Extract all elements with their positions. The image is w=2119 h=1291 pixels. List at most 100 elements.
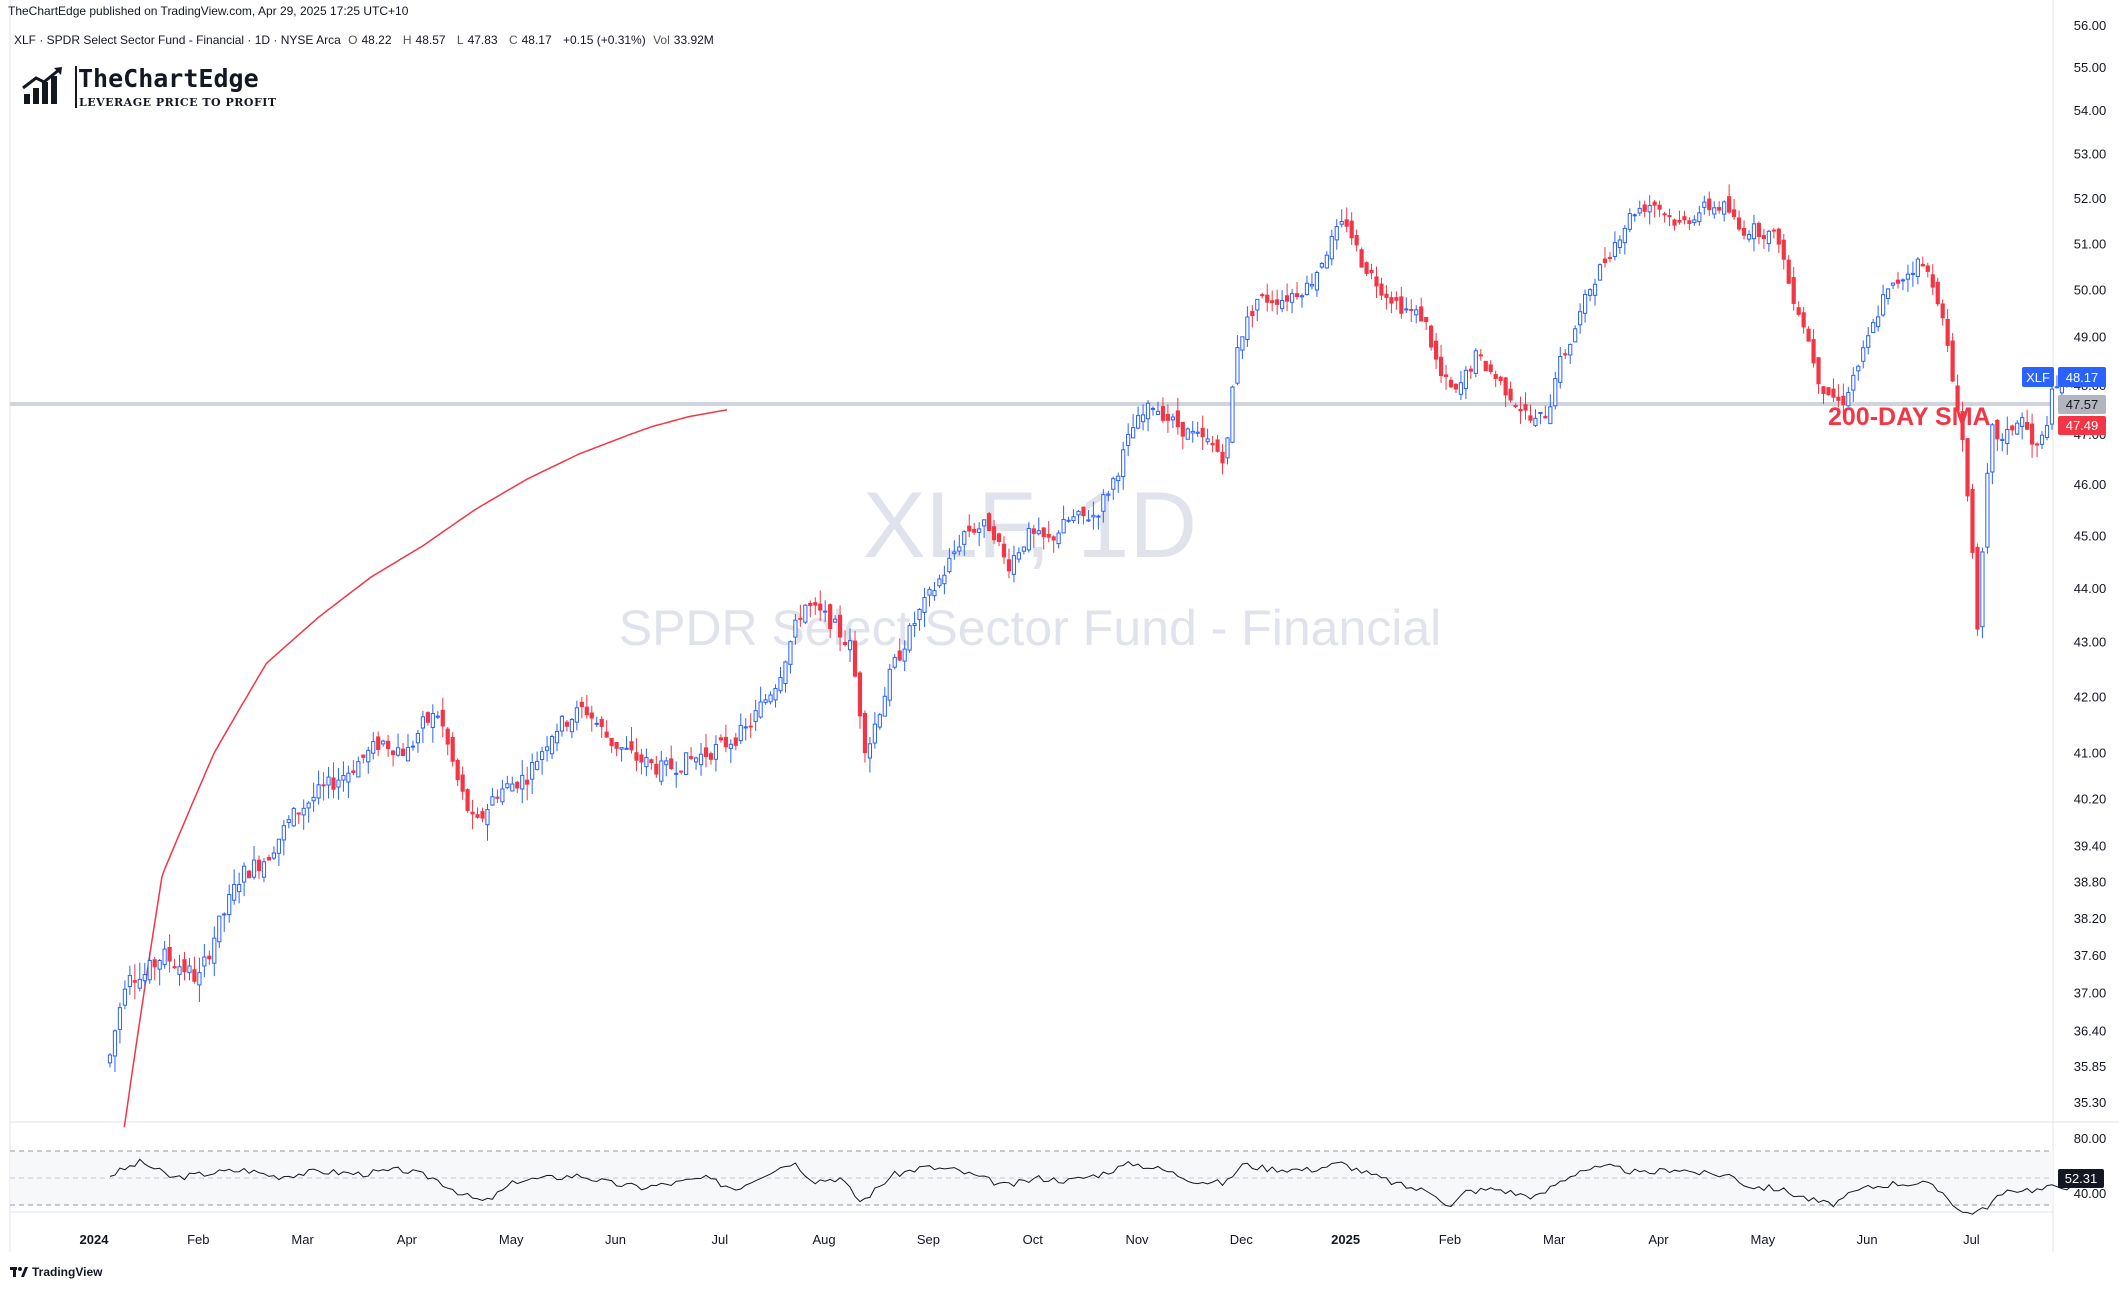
time-tick-7: Aug — [813, 1232, 836, 1247]
candle-body-387 — [2030, 423, 2035, 445]
candle-body-210 — [1150, 407, 1156, 410]
candle-body-172 — [962, 531, 967, 545]
candle-body-293 — [1563, 353, 1568, 356]
low-value: 47.83 — [467, 33, 498, 47]
change-value: +0.15 (+0.31%) — [563, 33, 646, 47]
candle-body-178 — [991, 526, 997, 541]
candle-body-31 — [261, 861, 267, 878]
price-tick-20: 37.60 — [2074, 948, 2107, 963]
candle-body-78 — [495, 796, 500, 799]
candle-body-52 — [366, 749, 371, 763]
candle-body-292 — [1558, 355, 1563, 383]
high-value: 48.57 — [415, 33, 446, 47]
candle-body-87 — [540, 751, 545, 761]
candle-body-234 — [1270, 300, 1275, 304]
watermark-name: SPDR Select Sector Fund - Financial — [619, 600, 1442, 656]
candle-body-321 — [1702, 201, 1707, 208]
candle-body-169 — [947, 557, 952, 573]
candle-body-269 — [1443, 374, 1449, 377]
candle-body-200 — [1101, 494, 1106, 512]
candle-body-185 — [1026, 528, 1031, 551]
candle-body-340 — [1796, 307, 1801, 315]
candle-body-239 — [1294, 293, 1300, 298]
hline-price-label: 47.57 — [2066, 397, 2099, 412]
candle-body-330 — [1746, 233, 1752, 240]
candle-body-89 — [549, 736, 555, 755]
candle-body-136 — [783, 661, 788, 684]
time-tick-13: Feb — [1439, 1232, 1461, 1247]
candle-body-75 — [480, 811, 485, 819]
candle-body-368 — [1935, 281, 1940, 305]
candle-body-202 — [1111, 478, 1116, 490]
candle-body-65 — [430, 713, 435, 728]
candle-body-145 — [828, 604, 833, 630]
tradingview-footer[interactable]: TradingView — [10, 1265, 102, 1279]
candle-body-68 — [445, 728, 450, 745]
candle-body-116 — [684, 752, 689, 776]
candle-body-232 — [1260, 294, 1265, 297]
candle-body-127 — [738, 724, 743, 742]
candle-body-186 — [1031, 528, 1036, 534]
price-tick-4: 52.00 — [2074, 191, 2107, 206]
candle-body-262 — [1409, 308, 1414, 311]
candle-body-317 — [1682, 216, 1687, 221]
candle-body-270 — [1448, 379, 1454, 388]
candle-body-220 — [1200, 427, 1205, 438]
candle-body-378 — [1985, 472, 1990, 548]
candle-body-115 — [679, 770, 684, 773]
candle-body-286 — [1528, 415, 1533, 421]
time-tick-14: Mar — [1543, 1232, 1566, 1247]
candle-body-193 — [1066, 519, 1071, 522]
candle-body-350 — [1846, 392, 1851, 407]
candle-body-35 — [281, 825, 286, 841]
candle-body-227 — [1235, 347, 1240, 384]
candle-body-195 — [1076, 510, 1081, 516]
candle-body-67 — [440, 709, 445, 727]
rsi-value-label: 52.31 — [2065, 1171, 2098, 1186]
candle-body-182 — [1011, 555, 1017, 575]
candle-body-370 — [1945, 318, 1950, 346]
candle-body-307 — [1632, 214, 1637, 217]
candle-body-339 — [1791, 277, 1796, 304]
open-value: 48.22 — [361, 33, 392, 47]
candle-body-372 — [1955, 385, 1960, 411]
candle-body-73 — [470, 811, 475, 815]
candle-body-8 — [147, 959, 152, 981]
candle-body-46 — [336, 779, 341, 788]
candle-body-390 — [2044, 425, 2050, 439]
logo-name: TheChartEdge — [78, 64, 259, 93]
candle-body-326 — [1727, 196, 1732, 213]
candle-body-126 — [733, 737, 738, 746]
close-value: 48.17 — [521, 33, 552, 47]
candle-body-40 — [306, 802, 311, 809]
candle-body-64 — [425, 712, 430, 723]
time-tick-18: Jul — [1963, 1232, 1980, 1247]
candle-body-110 — [654, 763, 659, 775]
candle-body-49 — [351, 770, 356, 774]
candle-body-332 — [1756, 222, 1762, 238]
candle-body-199 — [1096, 515, 1101, 518]
symbol-description[interactable]: XLF · SPDR Select Sector Fund - Financia… — [14, 33, 341, 47]
candle-body-282 — [1508, 388, 1513, 401]
candle-body-54 — [376, 736, 381, 751]
symbol-tag — [2022, 367, 2054, 387]
candle-body-119 — [698, 753, 704, 766]
candle-body-294 — [1568, 343, 1573, 356]
candle-body-111 — [659, 760, 664, 782]
symbol-tag-label: XLF — [2026, 370, 2050, 385]
time-tick-8: Sep — [917, 1232, 940, 1247]
candle-body-45 — [331, 777, 336, 790]
candle-body-272 — [1458, 382, 1464, 395]
candle-body-366 — [1925, 265, 1930, 272]
time-tick-6: Jul — [711, 1232, 728, 1247]
candle-body-311 — [1652, 201, 1657, 206]
candle-body-16 — [187, 965, 192, 974]
time-tick-12: 2025 — [1331, 1232, 1360, 1247]
candle-body-212 — [1160, 406, 1166, 421]
candle-body-305 — [1622, 227, 1627, 244]
candle-body-203 — [1116, 475, 1121, 482]
candle-body-108 — [644, 757, 649, 768]
volume-label: Vol — [653, 33, 670, 47]
candle-body-132 — [763, 699, 768, 703]
